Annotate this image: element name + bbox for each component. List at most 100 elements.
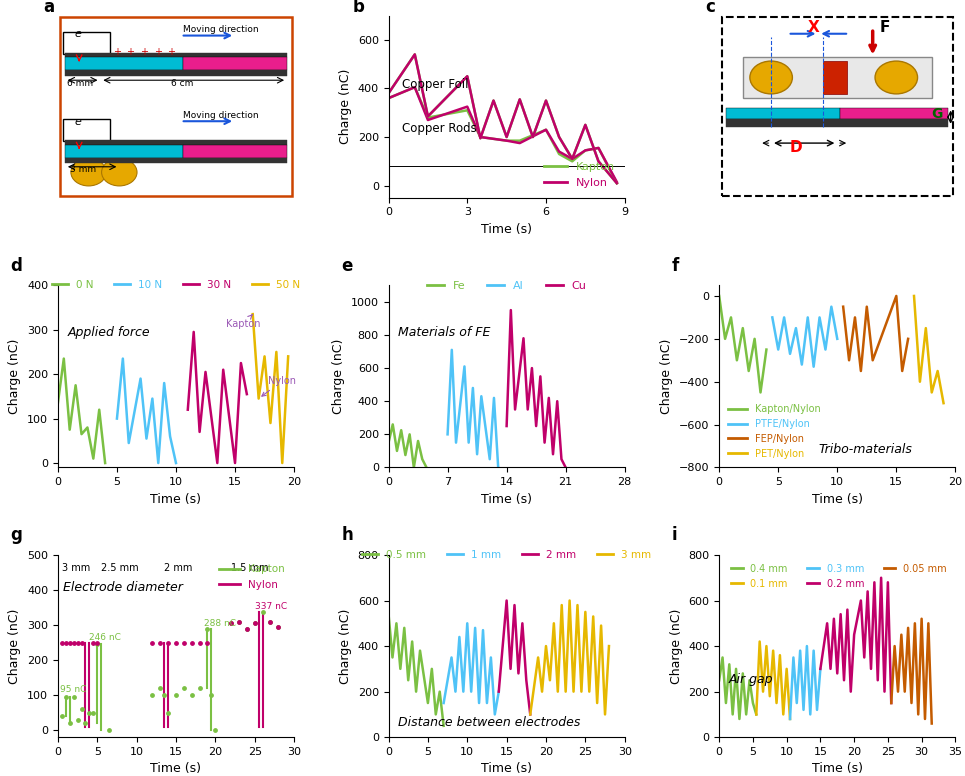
Text: e: e — [74, 29, 81, 40]
Point — [192, 682, 207, 695]
Y-axis label: Charge (nC): Charge (nC) — [332, 338, 345, 414]
FancyBboxPatch shape — [65, 57, 183, 70]
Point — [156, 689, 172, 702]
FancyBboxPatch shape — [65, 140, 287, 145]
Point — [232, 615, 247, 628]
Point — [177, 682, 192, 695]
Point — [62, 636, 77, 649]
Text: 1.5 mm: 1.5 mm — [231, 563, 268, 573]
Text: i: i — [672, 526, 677, 545]
Point — [270, 621, 286, 633]
FancyBboxPatch shape — [727, 120, 949, 126]
Point — [184, 636, 200, 649]
Text: F: F — [880, 20, 890, 35]
Text: Air gap: Air gap — [729, 673, 773, 685]
FancyBboxPatch shape — [63, 32, 110, 54]
Point — [168, 636, 183, 649]
Text: Electrode diameter: Electrode diameter — [63, 581, 182, 594]
Point — [58, 636, 73, 649]
Text: c: c — [705, 0, 715, 16]
Legend: 0.4 mm, 0.1 mm, 0.3 mm, 0.2 mm, 0.05 mm: 0.4 mm, 0.1 mm, 0.3 mm, 0.2 mm, 0.05 mm — [727, 559, 951, 592]
Text: 337 nC: 337 nC — [255, 601, 287, 611]
Text: G: G — [932, 108, 943, 122]
Legend: Kapton/Nylon, PTFE/Nylon, FEP/Nylon, PET/Nylon: Kapton/Nylon, PTFE/Nylon, FEP/Nylon, PET… — [724, 400, 825, 462]
Point — [86, 706, 101, 719]
Point — [270, 621, 286, 633]
Point — [192, 636, 207, 649]
Circle shape — [750, 61, 792, 94]
Point — [239, 622, 255, 635]
Text: h: h — [342, 526, 353, 545]
Text: a: a — [43, 0, 55, 16]
Point — [204, 689, 219, 702]
Text: d: d — [11, 257, 22, 275]
Text: 95 nC: 95 nC — [60, 685, 87, 695]
Text: e: e — [74, 117, 81, 126]
Point — [262, 615, 278, 628]
FancyBboxPatch shape — [840, 108, 949, 120]
Point — [200, 636, 215, 649]
Point — [90, 636, 105, 649]
Text: Kapton: Kapton — [226, 314, 261, 330]
Point — [66, 691, 81, 703]
Y-axis label: Charge (nC): Charge (nC) — [670, 608, 683, 684]
Point — [73, 636, 89, 649]
Text: Distance between electrodes: Distance between electrodes — [398, 716, 580, 729]
Point — [262, 615, 278, 628]
FancyBboxPatch shape — [727, 108, 840, 120]
Point — [247, 616, 262, 629]
Legend: 0.5 mm, 1 mm, 2 mm, 3 mm: 0.5 mm, 1 mm, 2 mm, 3 mm — [358, 546, 655, 564]
X-axis label: Time (s): Time (s) — [812, 763, 863, 775]
Text: 246 nC: 246 nC — [90, 632, 122, 642]
Point — [86, 636, 101, 649]
Point — [66, 636, 81, 649]
FancyBboxPatch shape — [65, 145, 183, 158]
Point — [160, 706, 176, 719]
Text: Copper Foil: Copper Foil — [401, 78, 468, 92]
Point — [69, 636, 85, 649]
Text: +: + — [167, 47, 176, 57]
Text: g: g — [11, 526, 22, 545]
Point — [207, 724, 223, 736]
Point — [145, 636, 160, 649]
Text: D: D — [790, 140, 803, 155]
Legend: Kapton, Nylon: Kapton, Nylon — [540, 158, 620, 192]
FancyBboxPatch shape — [65, 70, 287, 76]
X-axis label: Time (s): Time (s) — [812, 493, 863, 506]
X-axis label: Time (s): Time (s) — [482, 763, 532, 775]
Text: +: + — [126, 47, 134, 57]
FancyBboxPatch shape — [63, 120, 110, 141]
Text: Copper Rods: Copper Rods — [401, 122, 477, 135]
FancyBboxPatch shape — [743, 57, 932, 98]
Point — [78, 717, 94, 729]
Circle shape — [70, 158, 106, 186]
X-axis label: Time (s): Time (s) — [482, 493, 532, 506]
Text: Tribo-materials: Tribo-materials — [818, 443, 912, 456]
Text: 6 mm: 6 mm — [68, 78, 94, 88]
Point — [152, 636, 168, 649]
X-axis label: Time (s): Time (s) — [151, 493, 202, 506]
Y-axis label: Charge (nC): Charge (nC) — [9, 608, 21, 684]
X-axis label: Time (s): Time (s) — [482, 223, 532, 236]
Legend: Kapton, Nylon: Kapton, Nylon — [214, 560, 289, 594]
Text: +: + — [113, 47, 121, 57]
Point — [223, 617, 238, 629]
Point — [200, 623, 215, 636]
Text: Moving direction: Moving direction — [183, 25, 259, 34]
Y-axis label: Charge (nC): Charge (nC) — [9, 338, 21, 414]
FancyBboxPatch shape — [183, 145, 287, 158]
Text: Moving direction: Moving direction — [183, 110, 259, 120]
Point — [160, 636, 176, 649]
FancyBboxPatch shape — [823, 61, 846, 94]
Point — [177, 636, 192, 649]
Y-axis label: Charge (nC): Charge (nC) — [339, 69, 352, 144]
Text: X: X — [808, 20, 819, 35]
Point — [239, 622, 255, 635]
Point — [145, 689, 160, 702]
Text: +: + — [153, 47, 162, 57]
Y-axis label: Charge (nC): Charge (nC) — [660, 338, 674, 414]
Point — [73, 703, 89, 715]
Point — [184, 689, 200, 702]
Text: 2.5 mm: 2.5 mm — [101, 563, 139, 573]
Point — [90, 638, 105, 650]
